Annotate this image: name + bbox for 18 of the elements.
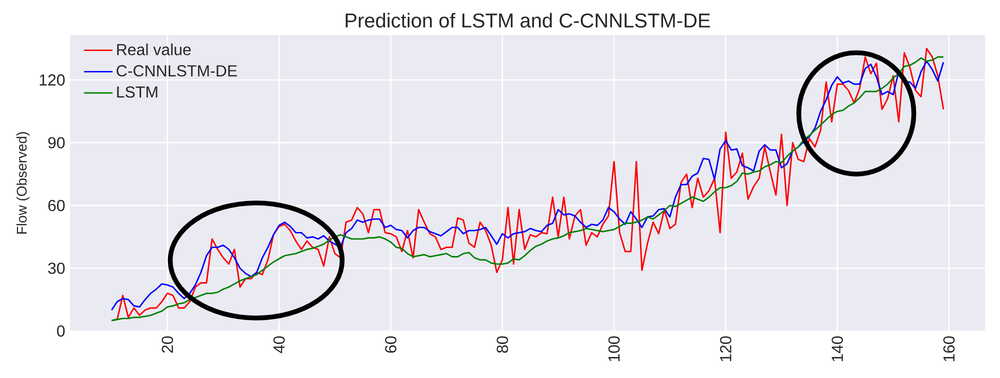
y-tick-label: 60 [48,200,65,212]
x-tick-label: 140 [832,336,843,362]
x-tick-label: 20 [162,336,174,353]
chart-title: Prediction of LSTM and C-CNNLSTM-DE [346,12,710,28]
x-tick-label: 60 [385,336,396,353]
x-tick-label: 40 [273,336,285,354]
y-tick-label: 0 [57,325,65,337]
y-tick-label: 90 [48,137,65,148]
y-axis-title: Flow (Observed) [16,132,30,234]
x-tick-label: 160 [943,336,955,362]
legend-label: C-CNNLSTM-DE [116,65,237,76]
x-tick-label: 80 [496,336,508,353]
legend-label: Real value [117,44,191,56]
x-tick-label: 120 [720,336,732,362]
legend-label: LSTM [117,86,158,98]
y-tick-label: 120 [40,74,65,86]
y-tick-label: 30 [48,262,65,274]
x-tick-label: 100 [608,336,620,362]
